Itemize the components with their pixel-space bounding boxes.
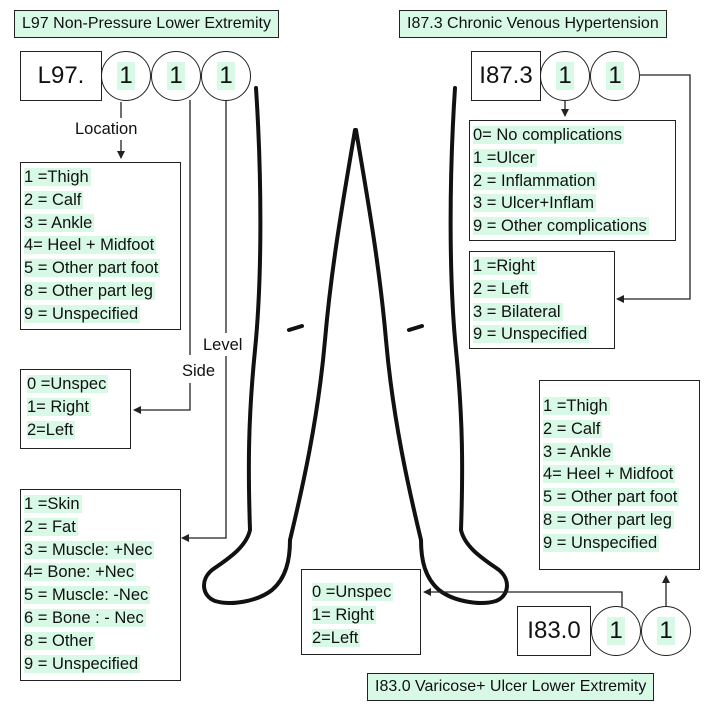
connector-lines [117, 74, 691, 608]
list-item: 5 = Muscle: -Nec [24, 586, 151, 605]
l97-digit-side: 1 [151, 51, 201, 101]
l97-code: L97. [20, 51, 102, 101]
list-item: 2 = Calf [543, 419, 603, 438]
i83-digit-side: 1 [591, 606, 641, 656]
list-item: 2 = Calf [24, 190, 84, 209]
i83-digit-location: 1 [641, 606, 691, 656]
list-item: 1 =Ulcer [473, 148, 537, 167]
list-item: 9 = Other complications [473, 217, 649, 236]
list-item: 0= No complications [473, 126, 625, 144]
list-item: 0 =Unspec [27, 375, 109, 393]
list-item: 3 = Ulcer+Inflam [473, 194, 597, 213]
l97-level-label: Level [201, 336, 245, 355]
i87-title: I87.3 Chronic Venous Hypertension [399, 10, 667, 38]
list-item: 1 =Thigh [24, 168, 91, 186]
list-item: 6 = Bone : - Nec [24, 608, 146, 627]
list-item: 2 = Fat [24, 517, 78, 536]
list-item: 2 = Left [473, 279, 531, 298]
list-item: 3 = Ankle [543, 442, 614, 461]
list-item: 4= Heel + Midfoot [543, 465, 676, 484]
list-item: 9 = Unspecified [24, 304, 141, 323]
l97-side-arrow [133, 383, 191, 414]
list-item: 4= Bone: +Nec [24, 563, 137, 582]
list-item: 9 = Unspecified [543, 533, 660, 552]
i83-side-options: 0 =Unspec 1= Right 2=Left [301, 569, 421, 655]
list-item: 8 = Other part leg [543, 510, 674, 529]
l97-digit-location: 1 [101, 51, 151, 101]
i87-digit-complication: 1 [540, 51, 590, 101]
i83-side-arrow [423, 588, 623, 608]
list-item: 8 = Other part leg [24, 281, 155, 300]
list-item: 1 =Right [473, 257, 537, 275]
l97-location-options: 1 =Thigh 2 = Calf 3 = Ankle 4= Heel + Mi… [20, 162, 181, 330]
list-item: 2 = Inflammation [473, 171, 598, 190]
list-item: 2=Left [27, 420, 76, 439]
list-item: 3 = Muscle: +Nec [24, 540, 155, 559]
l97-side-label: Side [180, 362, 218, 381]
list-item: 4= Heel + Midfoot [24, 236, 157, 255]
list-item: 1= Right [27, 397, 91, 416]
list-item: 1 =Skin [24, 495, 82, 513]
l97-level-arrow [181, 356, 227, 542]
list-item: 9 = Unspecified [24, 654, 141, 673]
i87-side-arrow [616, 74, 691, 303]
list-item: 3 = Bilateral [473, 302, 563, 321]
l97-level-options: 1 =Skin 2 = Fat 3 = Muscle: +Nec 4= Bone… [20, 489, 181, 681]
list-item: 0 =Unspec [312, 583, 394, 601]
l97-side-options: 0 =Unspec 1= Right 2=Left [20, 369, 131, 449]
list-item: 5 = Other part foot [24, 259, 161, 278]
list-item: 9 = Unspecified [473, 325, 590, 344]
legs-outline [202, 86, 509, 605]
list-item: 1 =Thigh [543, 397, 610, 415]
list-item: 2=Left [312, 628, 361, 647]
i87-side-options: 1 =Right 2 = Left 3 = Bilateral 9 = Unsp… [469, 251, 615, 349]
l97-location-label: Location [73, 120, 140, 139]
i83-code: I83.0 [517, 606, 591, 656]
list-item: 8 = Other [24, 631, 96, 650]
i87-code: I87.3 [471, 51, 541, 101]
list-item: 3 = Ankle [24, 213, 95, 232]
i87-digit-side: 1 [590, 51, 640, 101]
list-item: 1= Right [312, 605, 376, 624]
i87-complication-options: 0= No complications 1 =Ulcer 2 = Inflamm… [469, 120, 676, 241]
i83-location-options: 1 =Thigh 2 = Calf 3 = Ankle 4= Heel + Mi… [539, 380, 700, 570]
i83-title: I83.0 Varicose+ Ulcer Lower Extremity [367, 673, 655, 701]
l97-title: L97 Non-Pressure Lower Extremity [14, 10, 279, 38]
list-item: 5 = Other part foot [543, 488, 680, 507]
l97-digit-level: 1 [201, 51, 251, 101]
